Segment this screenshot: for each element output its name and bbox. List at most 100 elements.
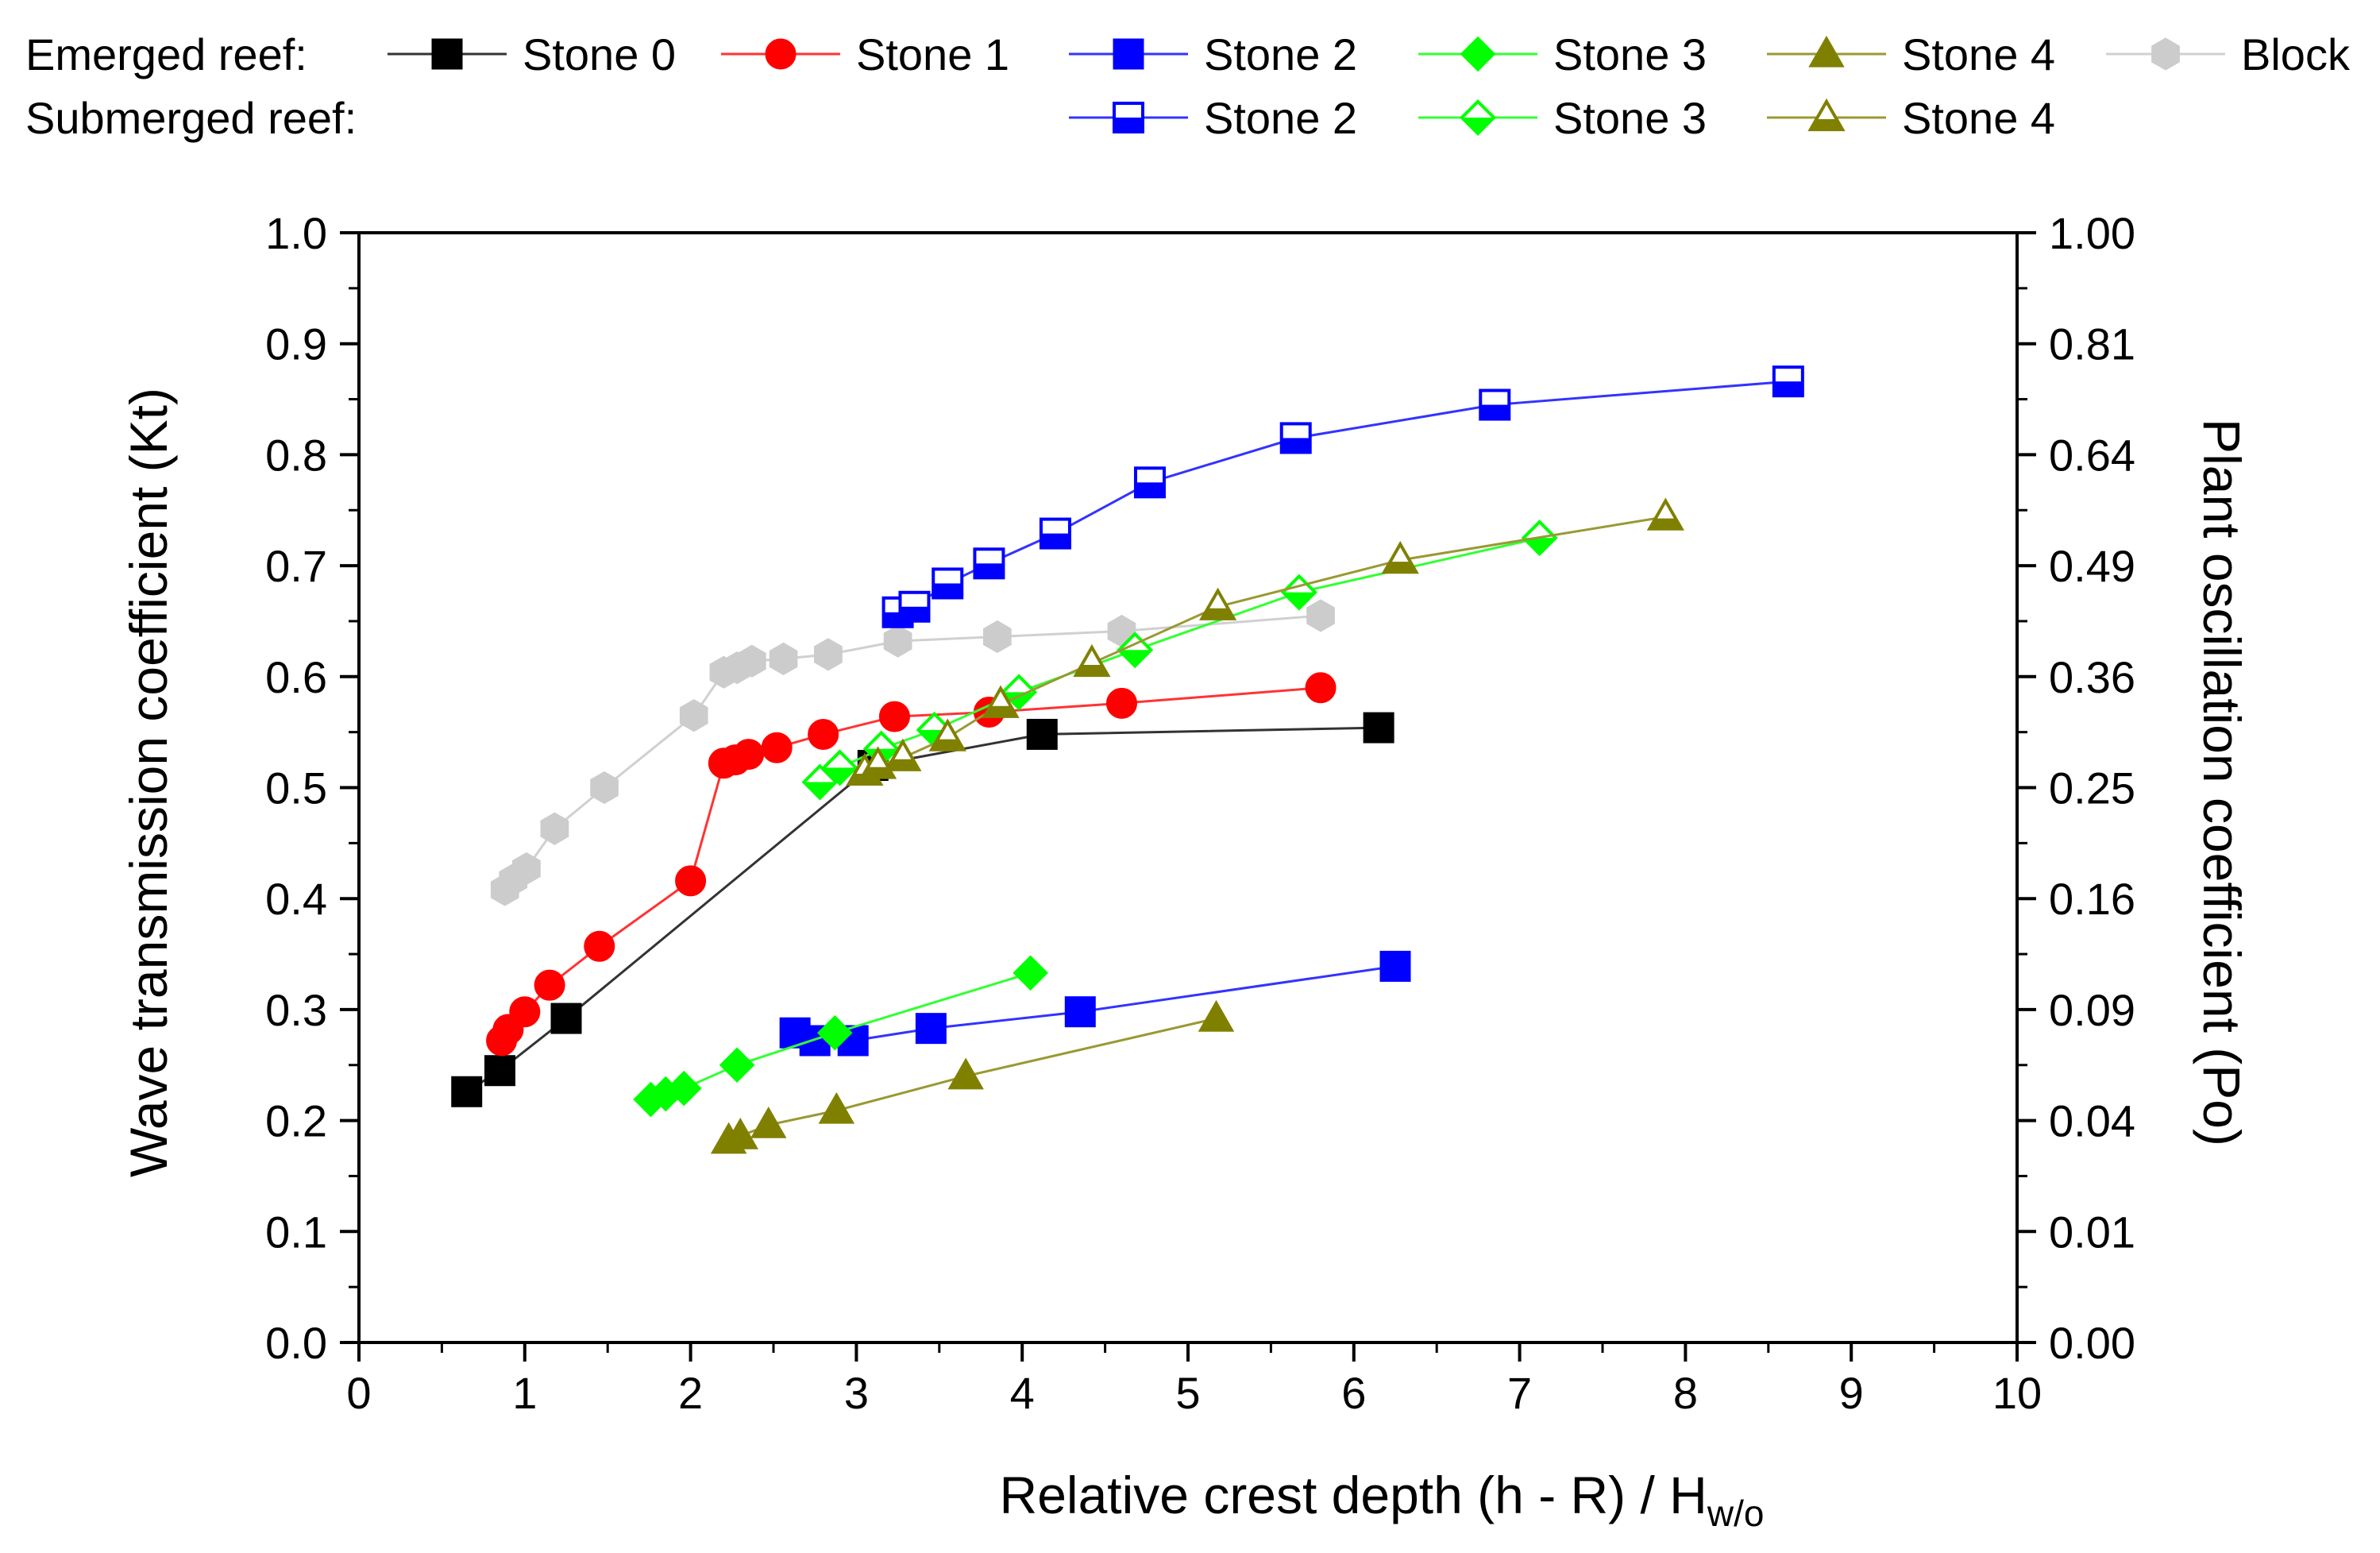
series-emerged-stone-3 bbox=[633, 955, 1048, 1118]
data-point-emerged-stone-1 bbox=[733, 739, 765, 771]
plot-axes: 0 1 2 3 4 5 6 7 8 9 10 0.0 0.00 0.1 0.01 0.2 0.04 0.3 0.09… bbox=[265, 208, 2135, 1418]
data-point-submerged-stone-3-half bbox=[1523, 538, 1556, 554]
y-tick-label: 0.5 bbox=[265, 763, 327, 813]
data-point-emerged-stone-4 bbox=[818, 1091, 855, 1124]
data-point-emerged-stone-4 bbox=[722, 1117, 758, 1149]
data-point-submerged-stone-2-half bbox=[1773, 381, 1803, 396]
data-point-submerged-stone-4-half bbox=[1075, 665, 1109, 676]
data-point-emerged-stone-1 bbox=[878, 701, 910, 732]
y-tick-label: 0.4 bbox=[265, 874, 327, 924]
legend-item-emerged-stone-3: Stone 3 bbox=[1418, 29, 1707, 79]
data-point-emerged-stone-0 bbox=[1363, 712, 1394, 744]
data-point-emerged-block bbox=[983, 620, 1012, 654]
x-tick-label: 1 bbox=[512, 1368, 537, 1418]
y-tick-label: 0.6 bbox=[265, 652, 327, 702]
data-point-submerged-stone-2-half bbox=[900, 606, 929, 621]
data-point-emerged-stone-4 bbox=[1198, 999, 1235, 1032]
series-submerged-stone-3 bbox=[801, 520, 1558, 801]
data-point-emerged-stone-2 bbox=[1379, 950, 1411, 982]
data-point-emerged-block bbox=[590, 771, 619, 805]
data-point-submerged-stone-2 bbox=[973, 547, 1005, 580]
data-point-submerged-stone-4 bbox=[1198, 587, 1237, 620]
legend-marker-submerged-stone-3-half bbox=[1461, 118, 1495, 134]
data-point-submerged-stone-3-half bbox=[1002, 692, 1036, 709]
y2-tick-label: 0.49 bbox=[2049, 541, 2135, 591]
data-point-submerged-stone-4-half bbox=[1384, 562, 1417, 573]
data-point-emerged-block bbox=[769, 642, 798, 676]
legend: Emerged reef: Submerged reef: Stone 0 Sto… bbox=[25, 29, 2351, 143]
data-point-emerged-stone-3 bbox=[816, 1014, 853, 1051]
data-point-submerged-stone-2 bbox=[1279, 422, 1312, 454]
y-tick-label: 0.2 bbox=[265, 1096, 327, 1146]
data-point-emerged-stone-2 bbox=[915, 1013, 947, 1045]
legend-marker-submerged-stone-2-half bbox=[1114, 118, 1143, 132]
data-point-submerged-stone-2 bbox=[932, 567, 964, 600]
legend-item-submerged-stone-4: Stone 4 bbox=[1767, 93, 2055, 143]
data-point-emerged-stone-4 bbox=[947, 1057, 984, 1090]
data-point-emerged-stone-3 bbox=[719, 1047, 755, 1084]
series-emerged-stone-4 bbox=[710, 999, 1235, 1154]
data-point-emerged-stone-1 bbox=[534, 969, 565, 1001]
data-point-submerged-stone-4-half bbox=[984, 705, 1017, 717]
legend-emerged-label: Emerged reef: bbox=[25, 29, 307, 79]
data-point-submerged-stone-4 bbox=[1381, 540, 1419, 574]
data-point-submerged-stone-3-half bbox=[804, 782, 836, 798]
data-point-emerged-stone-0 bbox=[484, 1055, 515, 1087]
x-tick-label: 4 bbox=[1010, 1368, 1035, 1418]
y2-tick-label: 0.09 bbox=[2049, 985, 2135, 1035]
series-emerged-block bbox=[490, 599, 1335, 906]
data-point-submerged-stone-3-half bbox=[824, 767, 856, 784]
y-tick-label: 0.3 bbox=[265, 985, 327, 1035]
data-point-submerged-stone-2 bbox=[1133, 466, 1166, 499]
data-point-emerged-stone-1 bbox=[584, 930, 615, 962]
data-point-emerged-block bbox=[814, 638, 843, 671]
data-point-submerged-stone-3 bbox=[1001, 674, 1038, 711]
data-point-submerged-stone-2-half bbox=[1480, 404, 1510, 419]
data-point-submerged-stone-2 bbox=[898, 590, 931, 623]
x-tick-label: 9 bbox=[1839, 1368, 1864, 1418]
y-tick-label: 0.1 bbox=[265, 1207, 327, 1257]
data-point-submerged-stone-2-half bbox=[933, 583, 962, 598]
data-point-emerged-stone-3 bbox=[1013, 955, 1048, 991]
data-point-submerged-stone-2 bbox=[1772, 365, 1804, 398]
data-point-submerged-stone-4 bbox=[1646, 497, 1684, 531]
y2-tick-label: 0.36 bbox=[2049, 652, 2135, 702]
x-tick-label: 0 bbox=[346, 1368, 371, 1418]
data-point-emerged-stone-1 bbox=[761, 732, 793, 763]
data-point-emerged-block bbox=[512, 852, 541, 886]
legend-label-submerged-stone-4: Stone 4 bbox=[1902, 93, 2055, 143]
y2-tick-label: 0.64 bbox=[2049, 430, 2135, 480]
x-tick-label: 5 bbox=[1175, 1368, 1200, 1418]
data-point-emerged-block bbox=[540, 812, 569, 845]
data-point-emerged-stone-0 bbox=[1026, 718, 1058, 750]
legend-item-emerged-stone-0: Stone 0 bbox=[388, 29, 676, 79]
data-point-emerged-block bbox=[1306, 599, 1335, 632]
y2-tick-label: 0.01 bbox=[2049, 1207, 2135, 1257]
data-point-emerged-stone-2 bbox=[1064, 996, 1096, 1028]
y2-tick-label: 0.16 bbox=[2049, 874, 2135, 924]
y-axis-title: Wave transmission coefficient (Kt) bbox=[119, 388, 178, 1177]
legend-marker-emerged-stone-4 bbox=[1808, 35, 1845, 68]
data-point-emerged-stone-1 bbox=[1105, 687, 1137, 719]
x-tick-label: 10 bbox=[1992, 1368, 2042, 1418]
legend-label-emerged-stone-4: Stone 4 bbox=[1902, 29, 2055, 79]
data-point-submerged-stone-2-half bbox=[1281, 438, 1310, 453]
series-line-submerged-stone-2 bbox=[897, 380, 1789, 614]
data-point-submerged-stone-4 bbox=[884, 738, 922, 771]
y2-tick-label: 0.25 bbox=[2049, 763, 2135, 813]
data-point-submerged-stone-2 bbox=[1479, 388, 1511, 421]
data-point-emerged-stone-1 bbox=[675, 865, 707, 897]
data-point-submerged-stone-3-half bbox=[1119, 650, 1151, 666]
series-submerged-stone-2 bbox=[881, 365, 1804, 628]
legend-label-emerged-stone-0: Stone 0 bbox=[523, 29, 676, 79]
legend-label-submerged-stone-3: Stone 3 bbox=[1553, 93, 1707, 143]
legend-marker-emerged-stone-2 bbox=[1113, 38, 1144, 70]
legend-items: Stone 0 Stone 1 Stone 2 Stone 3 Stone 4 Block… bbox=[388, 29, 2351, 143]
x-tick-label: 2 bbox=[678, 1368, 703, 1418]
legend-item-emerged-stone-4: Stone 4 bbox=[1767, 29, 2055, 79]
data-point-submerged-stone-4-half bbox=[886, 759, 920, 770]
legend-item-emerged-stone-1: Stone 1 bbox=[721, 29, 1009, 79]
x-tick-label: 8 bbox=[1673, 1368, 1698, 1418]
y-tick-label: 0.8 bbox=[265, 430, 327, 480]
